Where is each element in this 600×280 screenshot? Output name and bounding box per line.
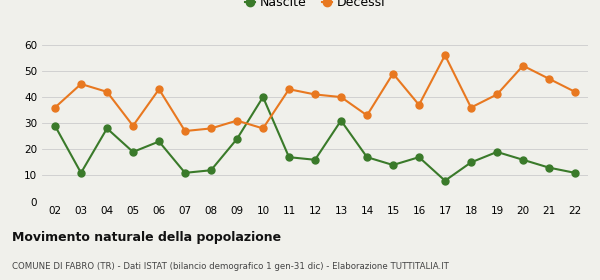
Text: Movimento naturale della popolazione: Movimento naturale della popolazione (12, 231, 281, 244)
Legend: Nascite, Decessi: Nascite, Decessi (240, 0, 390, 15)
Text: COMUNE DI FABRO (TR) - Dati ISTAT (bilancio demografico 1 gen-31 dic) - Elaboraz: COMUNE DI FABRO (TR) - Dati ISTAT (bilan… (12, 262, 449, 271)
